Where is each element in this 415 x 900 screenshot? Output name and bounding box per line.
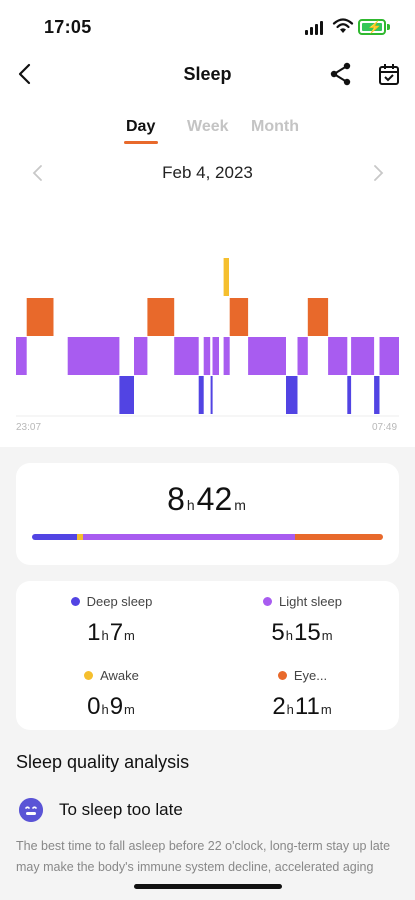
- chevron-left-icon[interactable]: [12, 60, 40, 88]
- stat-label: Light sleep: [279, 593, 342, 609]
- stat-minutes: 7: [109, 619, 124, 646]
- stat-label: Awake: [100, 667, 139, 683]
- date-label: Feb 4, 2023: [162, 163, 253, 182]
- sleep-segment-light: [134, 337, 148, 375]
- minutes-unit: m: [124, 628, 135, 643]
- period-tabs: Day Week Month: [0, 118, 415, 148]
- minutes-unit: m: [321, 628, 333, 643]
- stat-deep-sleep: Deep sleep 1h7m: [16, 593, 207, 647]
- page-title: Sleep: [183, 64, 232, 84]
- stat-eye-movement: Eye... 2h11m: [207, 667, 398, 721]
- status-time: 17:05: [44, 17, 92, 37]
- sleep-segment-deep: [347, 376, 352, 414]
- stat-light-sleep: Light sleep 5h15m: [207, 593, 398, 647]
- status-bar: 17:05 ⚡: [0, 0, 415, 50]
- sleep-segment-light: [351, 337, 375, 375]
- sleep-segment-light: [174, 337, 199, 375]
- cellular-signal-icon: [305, 21, 325, 35]
- sleep-segment-deep: [286, 376, 298, 414]
- minutes-unit: m: [320, 702, 332, 717]
- sleep-segment-light: [248, 337, 286, 375]
- stat-hours: 0: [87, 693, 101, 720]
- awake-dot: [84, 670, 94, 680]
- share-icon[interactable]: [327, 60, 355, 88]
- sleep-segment-awake: [223, 258, 229, 296]
- stage-stats-card: Deep sleep 1h7m Light sleep 5h15m Awake …: [16, 581, 399, 730]
- tab-month[interactable]: Month: [251, 118, 299, 135]
- stat-minutes: 15: [294, 619, 321, 646]
- sleep-segment-light: [67, 337, 120, 375]
- home-indicator: [134, 884, 282, 889]
- chart-end-time: 07:49: [372, 422, 398, 433]
- sleep-segment-eye: [147, 298, 175, 336]
- distribution-deep: [32, 534, 78, 540]
- stat-hours: 5: [271, 619, 285, 646]
- sleep-face-icon: [19, 798, 43, 822]
- chart-start-time: 23:07: [16, 422, 42, 433]
- wifi-icon: [332, 18, 354, 33]
- chevron-left-icon[interactable]: [28, 162, 48, 184]
- analysis-item-title: To sleep too late: [59, 800, 183, 819]
- distribution-light: [83, 534, 295, 540]
- sleep-segment-deep: [198, 376, 204, 414]
- hours-unit: h: [186, 497, 195, 513]
- sleep-stage-chart-svg: [16, 258, 399, 417]
- sleep-segment-light: [223, 337, 230, 375]
- stat-label: Deep sleep: [86, 593, 153, 609]
- sleep-segment-light: [379, 337, 399, 375]
- battery-icon: ⚡: [358, 19, 386, 35]
- tab-week[interactable]: Week: [187, 118, 229, 135]
- stat-hours: 2: [272, 693, 286, 720]
- minutes-unit: m: [234, 497, 246, 513]
- distribution-awake: [77, 534, 84, 540]
- chevron-right-icon[interactable]: [368, 162, 388, 184]
- tab-day[interactable]: Day: [126, 118, 156, 135]
- calendar-check-icon[interactable]: [375, 60, 403, 88]
- sleep-segment-light: [212, 337, 219, 375]
- total-hours: 8: [167, 481, 185, 517]
- sleep-segment-eye: [307, 298, 329, 336]
- sleep-segment-light: [297, 337, 308, 375]
- active-tab-indicator: [124, 141, 158, 144]
- sleep-segment-deep: [374, 376, 380, 414]
- hours-unit: h: [285, 628, 294, 643]
- stat-awake: Awake 0h9m: [16, 667, 207, 721]
- sleep-segment-light: [328, 337, 348, 375]
- analysis-item-description: The best time to fall asleep before 22 o…: [16, 839, 391, 874]
- sleep-segment-eye: [229, 298, 249, 336]
- distribution-eye: [294, 534, 383, 540]
- stat-label: Eye...: [293, 667, 328, 683]
- hours-unit: h: [101, 702, 109, 717]
- stat-minutes: 9: [109, 693, 124, 720]
- eye-movement-dot: [277, 670, 287, 680]
- light-sleep-dot: [263, 596, 273, 606]
- minutes-unit: m: [124, 702, 135, 717]
- total-minutes: 42: [196, 481, 233, 517]
- sleep-segment-light: [203, 337, 211, 375]
- hours-unit: h: [101, 628, 109, 643]
- stage-distribution-bar: [32, 534, 383, 540]
- sleep-stage-chart: 23:07 07:49: [0, 240, 415, 440]
- sleep-segment-deep: [119, 376, 134, 414]
- stat-minutes: 11: [294, 693, 320, 720]
- sleep-segment-eye: [26, 298, 54, 336]
- total-sleep-card: 8 h42 m: [16, 463, 399, 565]
- sleep-segment-light: [16, 337, 27, 375]
- stat-hours: 1: [87, 619, 101, 646]
- hours-unit: h: [286, 702, 294, 717]
- deep-sleep-dot: [70, 596, 80, 606]
- section-title-analysis: Sleep quality analysis: [16, 752, 190, 772]
- sleep-segment-deep: [210, 376, 213, 414]
- total-sleep-duration: 8 h42 m: [16, 481, 399, 518]
